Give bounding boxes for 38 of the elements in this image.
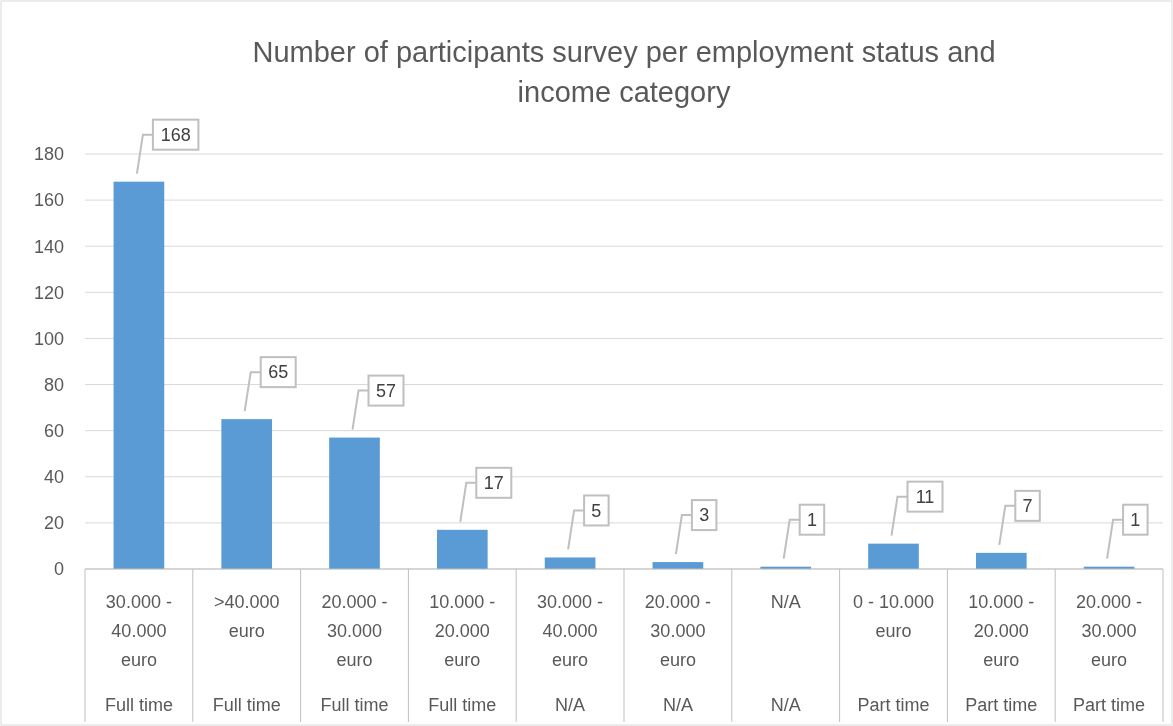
data-label: 57 (375, 380, 397, 401)
category-label: 0 - 10.000 euro Part time (852, 592, 935, 715)
data-label: 3 (699, 505, 710, 526)
data-label: 168 (160, 124, 191, 145)
chart-title: Number of participants survey per employment status and income category (252, 36, 996, 108)
category-label: >40.000 euro Full time (212, 592, 281, 715)
category-label: 20.000 - 30.000 euro Part time (1073, 592, 1146, 715)
category-label: 20.000 - 30.000 euro N/A (644, 592, 711, 715)
bar (436, 529, 488, 569)
bar (221, 419, 273, 569)
bar (113, 181, 165, 569)
data-label: 65 (268, 362, 289, 383)
bar (975, 552, 1027, 569)
data-label: 7 (1022, 496, 1033, 517)
bar (544, 557, 596, 569)
data-label: 1 (806, 509, 817, 530)
category-label: N/A N/A (770, 592, 801, 715)
category-label: 10.000 - 20.000 euro Part time (965, 592, 1038, 715)
y-tick-label: 100 (33, 328, 64, 349)
category-label: 30.000 - 40.000 euro N/A (537, 592, 604, 715)
data-label: 5 (591, 500, 602, 521)
category-label: 30.000 - 40.000 euro Full time (104, 592, 173, 715)
y-tick-label: 160 (33, 190, 64, 211)
data-label: 11 (915, 486, 935, 507)
category-label: 10.000 - 20.000 euro Full time (428, 592, 497, 715)
y-tick-label: 80 (43, 374, 64, 395)
y-tick-label: 0 (53, 559, 64, 580)
category-label: 20.000 - 30.000 euro Full time (320, 592, 389, 715)
y-tick-label: 180 (33, 144, 64, 165)
data-label: 17 (483, 473, 504, 494)
y-tick-label: 120 (33, 282, 64, 303)
y-tick-label: 140 (33, 236, 64, 257)
data-label: 1 (1130, 509, 1141, 530)
bar (329, 437, 380, 569)
bar (868, 543, 919, 569)
y-tick-label: 40 (43, 467, 64, 488)
y-tick-label: 20 (43, 513, 64, 534)
y-tick-label: 60 (43, 420, 64, 441)
